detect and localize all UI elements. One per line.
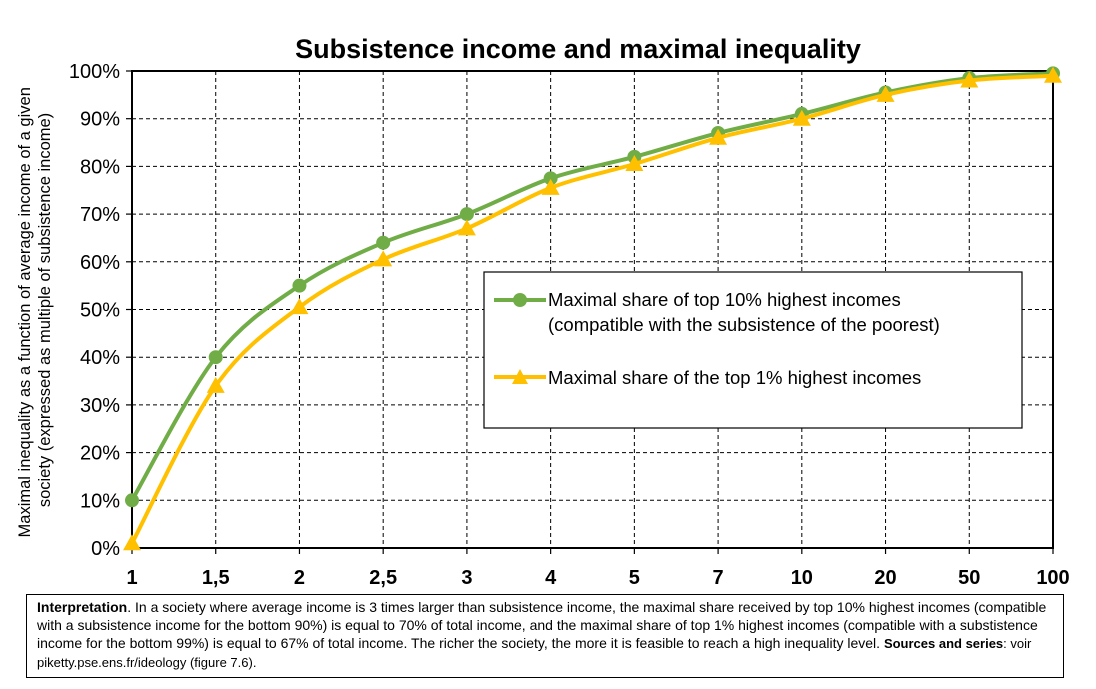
x-tick-label: 50 [958,567,980,589]
data-point-top1 [123,534,141,550]
legend-marker-top10 [513,293,527,307]
data-point-top10 [460,207,474,221]
y-tick-label: 50% [80,300,120,322]
sources-label: Sources and series [884,636,1003,651]
y-tick-label: 90% [80,109,120,131]
y-axis-label: Maximal inequality as a function of aver… [16,83,54,538]
data-point-top10 [292,279,306,293]
interpretation-note: Interpretation. In a society where avera… [26,594,1064,678]
y-axis-label-line1: Maximal inequality as a function of aver… [16,87,34,537]
y-tick-label: 100% [69,61,120,83]
y-tick-label: 70% [80,204,120,226]
legend-item-top1: Maximal share of the top 1% highest inco… [494,367,921,388]
x-tick-label: 1 [126,567,137,589]
y-tick-label: 80% [80,156,120,178]
legend-label-top1: Maximal share of the top 1% highest inco… [548,367,921,388]
x-axis: 1 1,5 2 2,5 3 4 5 7 10 20 50 100 [126,548,1069,589]
data-point-top10 [376,236,390,250]
legend: Maximal share of top 10% highest incomes… [484,272,1022,428]
chart-title: Subsistence income and maximal inequalit… [295,34,861,64]
x-tick-label: 2 [294,567,305,589]
x-tick-label: 5 [629,567,640,589]
data-point-top10 [209,350,223,364]
x-tick-label: 2,5 [369,567,397,589]
data-point-top10 [125,493,139,507]
x-tick-label: 100 [1036,567,1069,589]
x-tick-label: 10 [791,567,813,589]
x-tick-label: 7 [713,567,724,589]
y-axis-label-line2: society (expressed as multiple of subsis… [36,113,54,507]
y-tick-label: 30% [80,395,120,417]
legend-label-top10: Maximal share of top 10% highest incomes [548,289,901,310]
y-tick-label: 20% [80,443,120,465]
y-axis: 0% 10% 20% 30% 40% 50% 60% 70% 80% 90% 100% [69,61,132,560]
legend-sublabel-top10: (compatible with the subsistence of the … [548,314,940,335]
y-tick-label: 0% [91,538,120,560]
x-tick-label: 1,5 [202,567,230,589]
x-tick-label: 4 [545,567,557,589]
x-tick-label: 3 [461,567,472,589]
y-tick-label: 60% [80,252,120,274]
y-tick-label: 40% [80,347,120,369]
y-tick-label: 10% [80,490,120,512]
interpretation-label: Interpretation [37,599,127,615]
x-tick-label: 20 [874,567,896,589]
chart: Subsistence income and maximal inequalit… [0,0,1096,590]
